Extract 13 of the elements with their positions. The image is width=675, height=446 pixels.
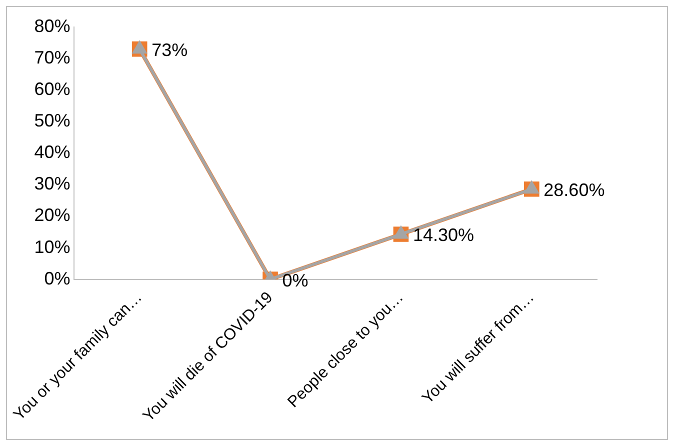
y-tick-label: 80%	[34, 16, 70, 36]
y-tick-label: 40%	[34, 142, 70, 162]
y-tick-label: 30%	[34, 174, 70, 194]
data-label: 0%	[282, 270, 308, 290]
y-tick-label: 60%	[34, 79, 70, 100]
y-tick-label: 70%	[34, 48, 70, 68]
data-label: 14.30%	[412, 225, 474, 246]
y-tick-label: 0%	[44, 268, 70, 288]
data-label: 73%	[152, 40, 188, 60]
y-tick-label: 20%	[34, 205, 70, 226]
data-label: 28.60%	[544, 180, 605, 200]
y-tick-label: 10%	[34, 236, 70, 257]
y-tick-label: 50%	[34, 110, 70, 131]
